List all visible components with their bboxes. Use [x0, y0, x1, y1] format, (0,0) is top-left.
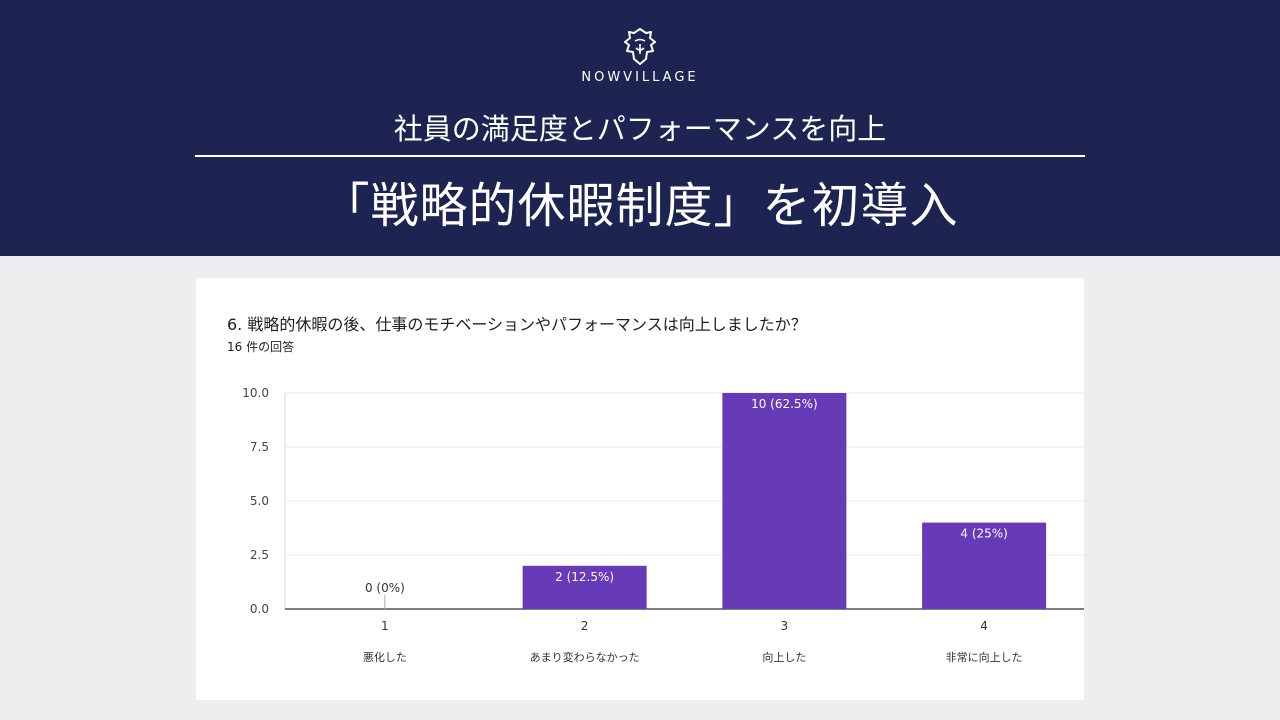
- y-tick-label: 2.5: [250, 548, 269, 562]
- response-count: 16 件の回答: [227, 340, 295, 354]
- y-tick-label: 0.0: [250, 602, 269, 616]
- bar: [722, 393, 847, 609]
- category-name-label: 非常に向上した: [946, 650, 1023, 664]
- category-name-label: 向上した: [762, 650, 806, 664]
- y-tick-label: 5.0: [250, 494, 269, 508]
- banner-subtitle: 社員の満足度とパフォーマンスを向上: [393, 112, 887, 146]
- brand-name: NOWVILLAGE: [581, 70, 699, 85]
- y-tick-label: 7.5: [250, 440, 269, 454]
- data-label: 2 (12.5%): [555, 570, 614, 584]
- x-tick-label: 4: [980, 619, 988, 633]
- x-tick-label: 3: [781, 619, 789, 633]
- data-label: 0 (0%): [365, 581, 405, 595]
- lion-head-icon: [624, 28, 656, 65]
- category-name-label: 悪化した: [363, 650, 407, 664]
- data-label: 4 (25%): [960, 527, 1007, 541]
- category-name-label: あまり変わらなかった: [530, 650, 640, 664]
- survey-result-card: 6. 戦略的休暇の後、仕事のモチベーションやパフォーマンスは向上しましたか？ 1…: [196, 278, 1084, 700]
- bar: [922, 522, 1047, 609]
- divider-line: [195, 155, 1085, 157]
- header-banner: NOWVILLAGE 社員の満足度とパフォーマンスを向上 「戦略的休暇制度」を初…: [0, 0, 1280, 256]
- bar-chart: 0.0 2.5 5.0 7.5 10.0 0 (0%) 1 悪化した 2 (12.5%) 2 あまり…: [242, 386, 1084, 664]
- question-title: 6. 戦略的休暇の後、仕事のモチベーションやパフォーマンスは向上しましたか？: [227, 315, 807, 334]
- y-tick-label: 10.0: [242, 386, 269, 400]
- x-tick-label: 1: [381, 619, 389, 633]
- banner-headline: 「戦略的休暇制度」を初導入: [321, 178, 959, 234]
- bar: [522, 565, 647, 609]
- data-label: 10 (62.5%): [751, 397, 818, 411]
- x-tick-label: 2: [581, 619, 589, 633]
